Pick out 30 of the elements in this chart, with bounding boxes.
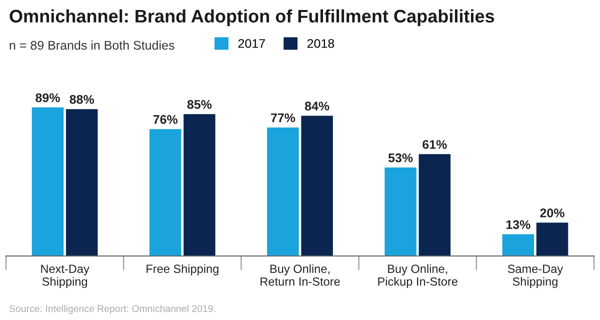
- bar: [184, 114, 216, 256]
- data-label: 85%: [187, 100, 212, 109]
- data-label: 61%: [422, 140, 447, 149]
- source-note: Source: Intelligence Report: Omnichannel 2019.: [9, 304, 216, 314]
- data-label: 77%: [270, 113, 296, 122]
- chart-title: Omnichannel: Brand Adoption of Fulfillment Capabilities: [10, 9, 494, 26]
- x-tick-label: Same-Day Shipping: [508, 264, 564, 288]
- data-label: 53%: [388, 153, 413, 162]
- bar: [66, 109, 98, 256]
- data-label: 13%: [506, 220, 530, 230]
- x-tick-label: Buy Online, Return In-Store: [260, 264, 340, 286]
- x-tick-label: Buy Online, Pickup In-Store: [378, 264, 458, 288]
- bar: [267, 127, 299, 256]
- bar: [536, 222, 568, 256]
- bar: [301, 116, 333, 256]
- data-label: 89%: [36, 93, 60, 102]
- bar: [32, 107, 64, 256]
- x-tick-label: Next-Day Shipping: [41, 264, 90, 288]
- bar: [418, 154, 451, 256]
- bar: [149, 129, 182, 256]
- legend-label: 2018: [307, 39, 334, 48]
- data-label: 20%: [540, 208, 564, 218]
- data-label: 84%: [304, 102, 330, 111]
- bar: [384, 168, 416, 256]
- data-label: 88%: [70, 95, 94, 104]
- legend-label: 2017: [238, 39, 265, 48]
- x-tick-label: Free Shipping: [146, 264, 218, 276]
- data-label: 76%: [153, 115, 178, 124]
- chart-subtitle: n = 89 Brands in Both Studies: [10, 40, 174, 50]
- bar: [502, 234, 534, 256]
